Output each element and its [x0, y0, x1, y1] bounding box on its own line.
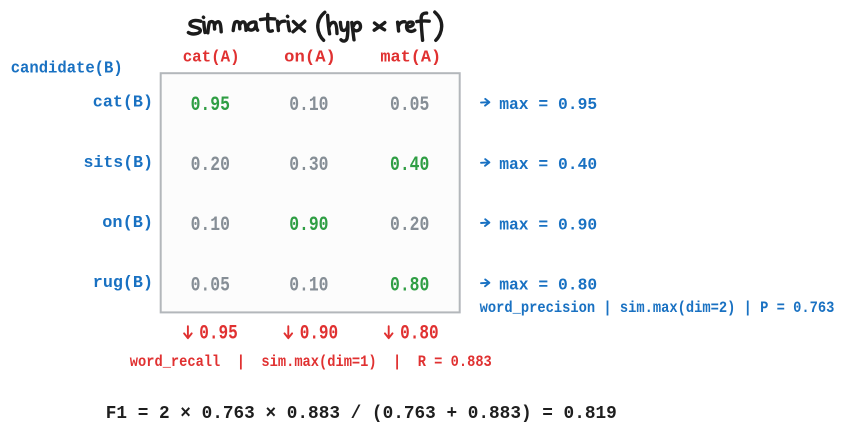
svg-text:word_precision | sim.max(dim=2: word_precision | sim.max(dim=2) | P = 0.…: [480, 298, 835, 317]
svg-text:0.90: 0.90: [300, 321, 339, 345]
svg-text:0.10: 0.10: [191, 213, 230, 237]
svg-text:max = 0.90: max = 0.90: [499, 216, 597, 235]
svg-text:0.95: 0.95: [191, 92, 230, 116]
svg-text:0.20: 0.20: [191, 153, 230, 177]
svg-text:0.05: 0.05: [390, 92, 429, 116]
svg-text:candidate(B): candidate(B): [11, 60, 123, 79]
svg-text:cat(A): cat(A): [183, 48, 240, 67]
svg-text:sits(B): sits(B): [84, 154, 154, 173]
svg-text:max = 0.40: max = 0.40: [499, 156, 597, 175]
svg-text:0.95: 0.95: [199, 321, 237, 345]
svg-text:0.30: 0.30: [289, 153, 328, 177]
svg-text:F1 = 2 × 0.763 × 0.883 / (0.76: F1 = 2 × 0.763 × 0.883 / (0.763 + 0.883)…: [106, 404, 617, 424]
svg-text:0.90: 0.90: [289, 213, 328, 237]
svg-text:0.80: 0.80: [400, 321, 439, 345]
svg-text:cat(B): cat(B): [93, 94, 153, 113]
svg-text:rug(B): rug(B): [93, 274, 153, 293]
svg-text:mat(A): mat(A): [380, 48, 441, 67]
svg-text:0.40: 0.40: [390, 153, 429, 177]
svg-text:0.05: 0.05: [191, 273, 230, 297]
svg-text:0.10: 0.10: [289, 273, 328, 297]
svg-text:max = 0.95: max = 0.95: [499, 96, 597, 115]
svg-text:max = 0.80: max = 0.80: [499, 276, 597, 295]
svg-text:0.10: 0.10: [289, 92, 328, 116]
svg-text:word_recall | sim.max(dim=1): word_recall | sim.max(dim=1) | R = 0.883: [130, 352, 492, 371]
svg-text:0.80: 0.80: [390, 273, 429, 297]
svg-text:on(B): on(B): [102, 214, 153, 233]
svg-text:on(A): on(A): [284, 48, 336, 67]
svg-text:0.20: 0.20: [390, 213, 429, 237]
